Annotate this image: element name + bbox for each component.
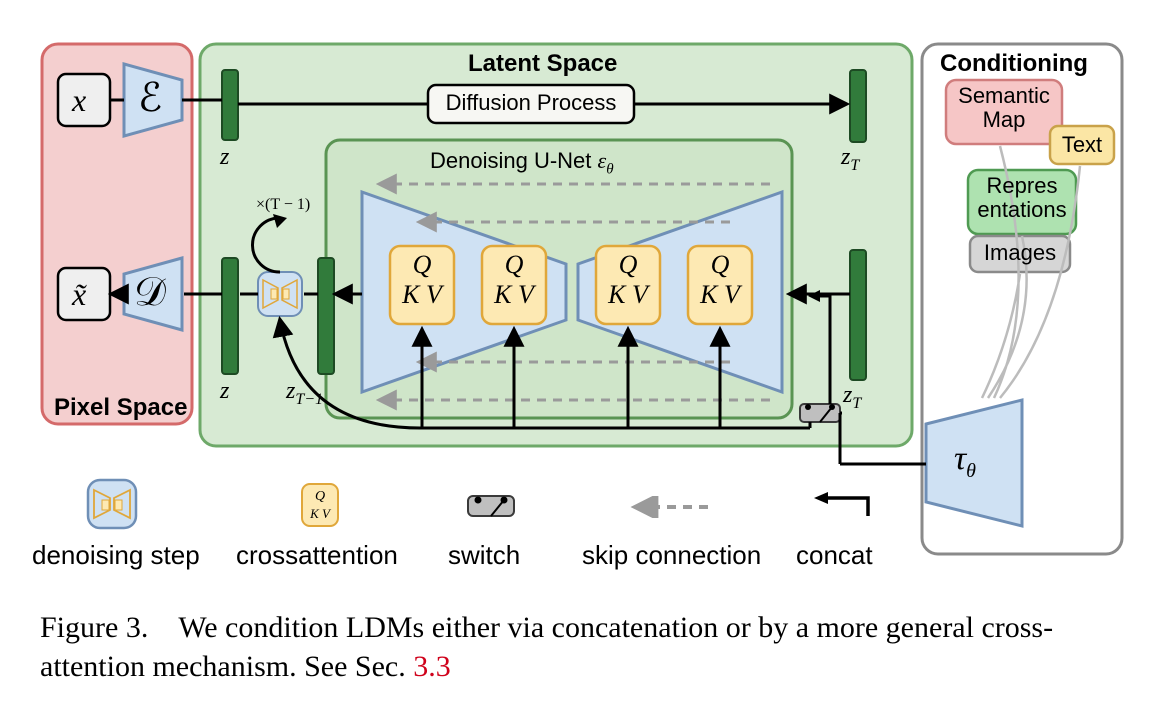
eps-theta-sub: θ: [606, 161, 613, 177]
qkv2-q: Q: [482, 250, 546, 280]
ztm1-sub: T−1: [295, 391, 323, 408]
bar-zt-top: [850, 70, 866, 142]
zt-bot-z: z: [843, 382, 852, 408]
qkv4-q: Q: [688, 250, 752, 280]
tau-symbol: τ: [954, 440, 966, 477]
bar-ztm1: [318, 258, 334, 374]
bar-z-bot: [222, 258, 238, 374]
zt-bot-sub: T: [852, 395, 861, 412]
bar-zt-bot: [850, 250, 866, 380]
legend-skip-label: skip connection: [582, 540, 761, 571]
pixel-space-title: Pixel Space: [54, 394, 187, 422]
qkv4-k: K: [700, 280, 717, 309]
svg-text:K V: K V: [309, 506, 332, 521]
conditioning-title: Conditioning: [940, 50, 1088, 78]
times-t-minus-1: ×(T − 1): [256, 196, 310, 214]
semantic-map-label: Semantic Map: [946, 84, 1062, 132]
legend-concat-icon: [808, 490, 878, 520]
x-tilde-label: x̃: [72, 276, 86, 313]
legend-denoise-label: denoising step: [32, 540, 200, 571]
diffusion-process-label: Diffusion Process: [428, 90, 634, 116]
qkv1-q: Q: [390, 250, 454, 280]
legend-denoise-icon: [86, 478, 138, 530]
legend-switch-icon: [466, 494, 516, 520]
qkv-label-4: Q K V: [688, 250, 752, 310]
legend-cross-label: crossattention: [236, 540, 398, 571]
representations-label: Repres entations: [968, 174, 1076, 222]
legend-cross-icon: Q K V: [300, 482, 340, 528]
decoder-D-label: 𝒟: [134, 268, 166, 315]
tau-label: τθ: [954, 440, 976, 483]
images-cond-label: Images: [970, 240, 1070, 266]
zt-top-z: z: [841, 144, 850, 170]
z-label-bot: z: [220, 378, 229, 405]
qkv4-v: V: [724, 280, 740, 309]
text-cond-label: Text: [1050, 132, 1114, 158]
qkv3-q: Q: [596, 250, 660, 280]
figure-caption: Figure 3. We condition LDMs either via c…: [40, 608, 1124, 686]
qkv1-v: V: [426, 280, 442, 309]
ztm1-z: z: [286, 378, 295, 404]
denoise-step-icon: [258, 272, 302, 316]
latent-space-title: Latent Space: [468, 50, 617, 78]
zt-label-bot: zT: [843, 382, 861, 413]
qkv2-v: V: [518, 280, 534, 309]
bar-z-top: [222, 70, 238, 140]
svg-text:Q: Q: [315, 489, 325, 504]
legend-switch-label: switch: [448, 540, 520, 571]
encoder-E-label: ℰ: [138, 74, 162, 121]
eps-symbol: ε: [598, 148, 607, 173]
qkv-label-1: Q K V: [390, 250, 454, 310]
ztm1-label: zT−1: [286, 378, 323, 409]
qkv2-k: K: [494, 280, 511, 309]
caption-text: Figure 3. We condition LDMs either via c…: [40, 611, 1053, 683]
unet-label-text: Denoising U-Net: [430, 148, 598, 173]
x-label: x: [72, 82, 86, 119]
z-label-top: z: [220, 144, 229, 171]
qkv3-v: V: [632, 280, 648, 309]
zt-label-top: zT: [841, 144, 859, 175]
qkv-label-3: Q K V: [596, 250, 660, 310]
qkv-label-2: Q K V: [482, 250, 546, 310]
qkv1-k: K: [402, 280, 419, 309]
caption-ref: 3.3: [413, 650, 451, 683]
qkv3-k: K: [608, 280, 625, 309]
legend-skip-icon: [622, 496, 712, 518]
legend-concat-label: concat: [796, 540, 873, 571]
unet-label: Denoising U-Net εθ: [430, 148, 614, 178]
zt-top-sub: T: [850, 157, 859, 174]
tau-theta-sub: θ: [966, 460, 976, 482]
